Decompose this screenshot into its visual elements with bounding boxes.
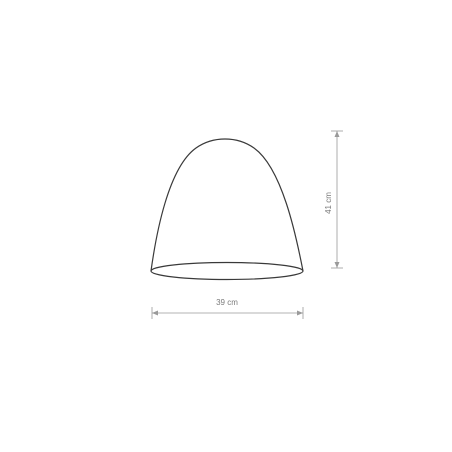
lampshade-outline xyxy=(150,138,304,272)
height-dimension: 41 cm xyxy=(324,130,343,269)
height-arrow-bottom xyxy=(334,262,340,268)
width-arrow-left xyxy=(152,310,158,316)
width-arrow-right xyxy=(297,310,303,316)
height-label: 41 cm xyxy=(324,192,333,214)
width-dimension: 39 cm xyxy=(151,298,304,319)
lampshade-rim xyxy=(150,261,304,281)
width-label: 39 cm xyxy=(216,298,238,307)
height-arrow-top xyxy=(334,131,340,137)
